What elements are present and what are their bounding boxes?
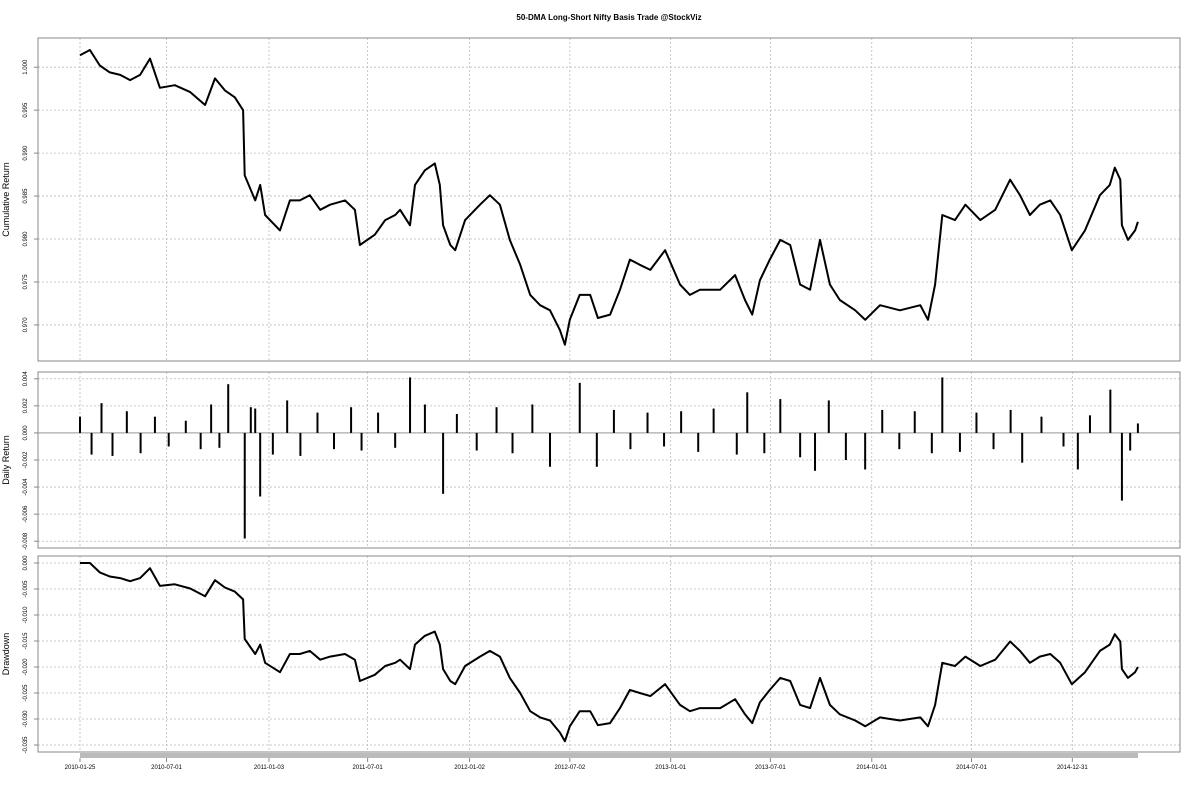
y-tick-label: -0.004 (23, 478, 29, 496)
x-tick-label: 2011-01-03 (254, 765, 285, 771)
line (80, 562, 1139, 743)
x-tick-label: 2013-07-01 (755, 765, 786, 771)
panel-frame (37, 37, 1181, 362)
y-tick-label: -0.025 (23, 684, 29, 702)
x-tick-label: 2010-07-01 (151, 765, 182, 771)
y-tick-label: -0.005 (23, 580, 29, 598)
y-axis-label: Cumulative Return (1, 162, 11, 237)
panel-frame (37, 555, 1181, 753)
y-tick-label: 0.985 (23, 188, 29, 204)
y-tick-label: -0.020 (23, 658, 29, 676)
y-tick-label: -0.015 (23, 632, 29, 650)
x-tick-label: 2014-01-01 (856, 765, 887, 771)
x-tick-label: 2013-01-01 (655, 765, 686, 771)
x-tick-label: 2010-01-25 (65, 765, 96, 771)
y-tick-label: 0.002 (23, 398, 29, 414)
y-tick-label: -0.030 (23, 710, 29, 728)
y-tick-label: 0.000 (23, 555, 29, 571)
y-tick-label: -0.035 (23, 736, 29, 754)
y-axis-label: Daily Return (1, 435, 11, 485)
y-tick-label: 1.000 (23, 59, 29, 75)
y-tick-label: 0.004 (23, 371, 29, 387)
x-tick-label: 2014-07-01 (956, 765, 987, 771)
y-tick-label: 0.970 (23, 317, 29, 333)
x-tick-label: 2012-01-02 (454, 765, 485, 771)
y-tick-label: -0.006 (23, 505, 29, 523)
y-tick-label: 0.995 (23, 102, 29, 118)
chart-title: 50-DMA Long-Short Nifty Basis Trade @Sto… (516, 13, 701, 22)
line (79, 49, 1139, 346)
y-tick-label: 0.000 (23, 425, 29, 441)
period-bar (80, 753, 1138, 758)
y-tick-label: 0.980 (23, 231, 29, 247)
x-tick-label: 2011-07-01 (352, 765, 383, 771)
y-axis-label: Drawdown (1, 633, 11, 676)
y-tick-label: 0.990 (23, 145, 29, 161)
x-tick-label: 2012-07-02 (554, 765, 585, 771)
x-tick-label: 2014-12-31 (1057, 765, 1088, 771)
y-tick-label: -0.010 (23, 606, 29, 624)
y-tick-label: 0.975 (23, 274, 29, 290)
panel-frame (37, 371, 1181, 549)
y-tick-label: -0.008 (23, 532, 29, 550)
y-tick-label: -0.002 (23, 451, 29, 469)
